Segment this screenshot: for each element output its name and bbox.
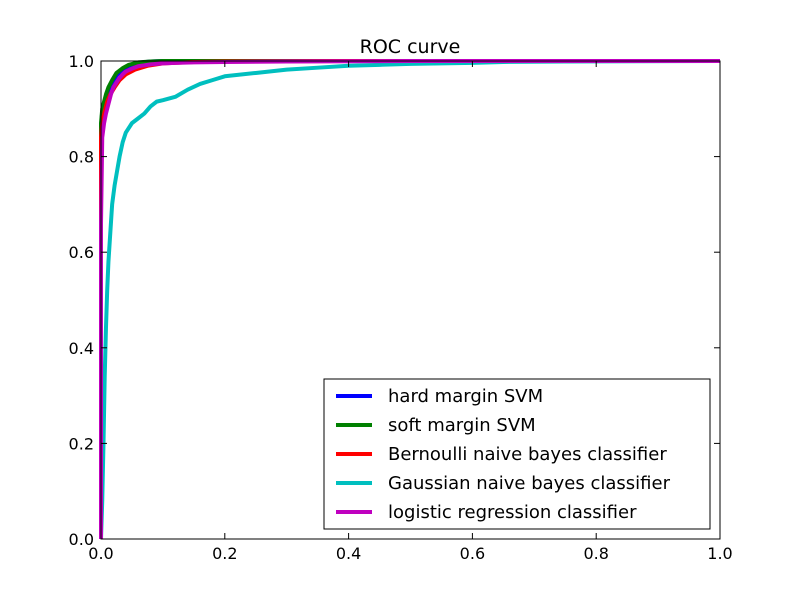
x-tick-label: 0.0 [88, 544, 113, 563]
legend-label-2: soft margin SVM [388, 415, 536, 436]
y-tick-label: 0.0 [69, 530, 94, 549]
y-tick-label: 0.4 [69, 339, 94, 358]
legend: hard margin SVM soft margin SVM Bernoulli … [323, 378, 711, 530]
legend-label-4: Gaussian naive bayes classifier [388, 473, 671, 494]
legend-label-1: hard margin SVM [388, 386, 543, 407]
y-tick-label: 0.6 [69, 243, 94, 262]
y-tick-label: 0.8 [69, 148, 94, 167]
x-tick-label: 0.6 [460, 544, 485, 563]
y-tick-label: 0.2 [69, 434, 94, 453]
axes-layer: 0.0 0.2 0.4 0.6 0.8 1.0 0.0 0.2 0.4 0.6 0.8 1.0 [69, 52, 733, 563]
legend-label-5: logistic regression classifier [388, 502, 637, 523]
legend-box [323, 378, 711, 530]
legend-label-3: Bernoulli naive bayes classifier [388, 444, 667, 465]
plot-frame [100, 60, 721, 540]
series-line-4 [99, 59, 721, 540]
x-tick-label: 0.4 [336, 544, 361, 563]
x-tick-label: 0.2 [212, 544, 237, 563]
chart-title: ROC curve [360, 36, 461, 58]
x-tick-label: 1.0 [707, 544, 732, 563]
series-line-5 [99, 59, 720, 539]
x-tick-label: 0.8 [583, 544, 608, 563]
y-tick-label: 1.0 [69, 52, 94, 71]
